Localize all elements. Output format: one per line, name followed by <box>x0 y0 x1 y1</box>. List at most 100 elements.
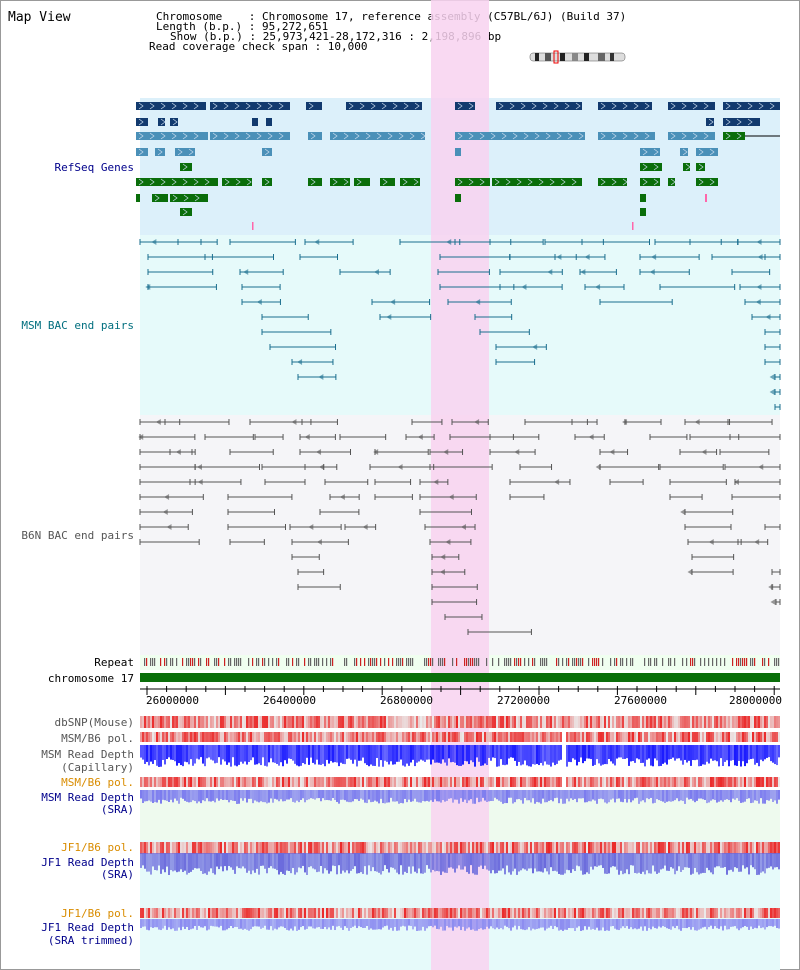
depth-bar <box>256 790 258 802</box>
depth-bar <box>742 919 744 928</box>
depth-bar <box>762 853 764 872</box>
heat-cell <box>430 732 432 742</box>
gene-block <box>455 194 461 202</box>
heat-cell <box>660 908 662 918</box>
gene-arrow <box>332 132 338 140</box>
depth-bar <box>230 919 232 927</box>
heat-cell <box>742 842 744 854</box>
heat-cell <box>332 908 334 918</box>
depth-bar <box>358 790 360 801</box>
gene-arrow <box>182 102 188 110</box>
heat-cell <box>456 842 458 854</box>
heat-cell <box>424 716 426 728</box>
depth-bar <box>296 790 298 801</box>
heat-cell <box>348 908 350 918</box>
depth-bar <box>776 745 778 766</box>
depth-bar <box>170 853 172 871</box>
depth-bar <box>706 919 708 930</box>
heat-cell <box>706 842 708 854</box>
depth-bar <box>406 853 408 874</box>
heat-cell <box>408 842 410 854</box>
repeat-mark <box>208 658 210 666</box>
heat-cell <box>350 777 352 787</box>
depth-bar <box>668 919 670 929</box>
heat-cell <box>522 908 524 918</box>
heat-cell <box>484 842 486 854</box>
depth-bar <box>354 790 356 800</box>
depth-bar <box>672 745 674 758</box>
heat-cell <box>260 842 262 854</box>
heat-cell <box>730 716 732 728</box>
track-label-refseq[interactable]: RefSeq Genes <box>54 161 134 174</box>
heat-cell <box>570 716 572 728</box>
depth-bar <box>178 919 180 928</box>
depth-bar <box>474 790 476 804</box>
heat-cell <box>574 732 576 742</box>
heat-cell <box>420 716 422 728</box>
heat-cell <box>776 716 778 728</box>
depth-bar <box>282 853 284 874</box>
repeat-mark <box>776 658 778 666</box>
depth-bar <box>400 853 402 866</box>
depth-bar <box>472 919 474 930</box>
heat-cell <box>656 716 658 728</box>
depth-bar <box>522 745 524 765</box>
depth-bar <box>542 853 544 873</box>
heat-cell <box>332 842 334 854</box>
heat-cell <box>604 908 606 918</box>
depth-bar <box>556 919 558 928</box>
heat-cell <box>760 908 762 918</box>
depth-bar <box>646 919 648 931</box>
heat-cell <box>716 842 718 854</box>
gene-arrow <box>381 102 387 110</box>
heat-cell <box>742 716 744 728</box>
heat-cell <box>458 908 460 918</box>
track-label-b6n-bac[interactable]: B6N BAC end pairs <box>21 529 134 542</box>
depth-bar <box>764 919 766 930</box>
heat-cell <box>316 842 318 854</box>
heat-cell <box>204 716 206 728</box>
depth-bar <box>644 919 646 927</box>
heat-cell <box>718 908 720 918</box>
heat-cell <box>276 842 278 854</box>
depth-bar <box>564 853 566 874</box>
heat-cell <box>280 716 282 728</box>
heat-cell <box>558 716 560 728</box>
depth-bar <box>438 853 440 872</box>
heat-cell <box>496 777 498 787</box>
gene-arrow <box>245 102 251 110</box>
heat-cell <box>680 732 682 742</box>
depth-bar <box>156 919 158 928</box>
track-label-msm-bac[interactable]: MSM BAC end pairs <box>21 319 134 332</box>
depth-bar <box>614 790 616 803</box>
repeat-mark <box>754 658 756 666</box>
depth-bar <box>144 853 146 869</box>
heat-cell <box>388 842 390 854</box>
heat-cell <box>416 732 418 742</box>
heat-cell <box>194 732 196 742</box>
heat-cell <box>360 716 362 728</box>
heat-cell <box>462 842 464 854</box>
heat-cell <box>758 716 760 728</box>
gene-block <box>455 132 585 140</box>
bac-arrow <box>175 449 181 455</box>
repeat-mark <box>468 658 470 666</box>
heat-cell <box>202 716 204 728</box>
heat-cell <box>320 908 322 918</box>
repeat-mark <box>230 658 232 666</box>
depth-bar <box>612 919 614 927</box>
gene-mark <box>252 222 254 230</box>
heat-cell <box>142 716 144 728</box>
heat-cell <box>686 908 688 918</box>
repeat-mark <box>578 658 580 666</box>
depth-bar <box>668 745 670 760</box>
repeat-mark <box>716 658 718 666</box>
gene-arrow <box>653 163 659 171</box>
bac-arrow <box>373 449 379 455</box>
heat-cell <box>630 908 632 918</box>
depth-bar <box>626 790 628 803</box>
depth-bar <box>464 853 466 867</box>
heat-cell <box>188 777 190 787</box>
heat-cell <box>736 908 738 918</box>
